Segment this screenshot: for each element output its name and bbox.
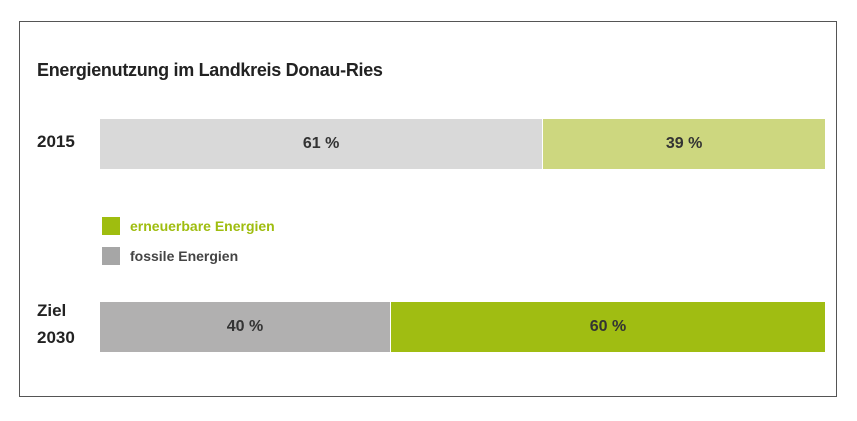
bar-segment: 40 % <box>100 302 390 352</box>
bar-segment: 39 % <box>542 119 825 169</box>
category-label: Ziel 2030 <box>37 301 75 347</box>
value-label: 61 % <box>302 135 340 152</box>
chart-frame <box>19 21 837 397</box>
legend-label: fossile Energien <box>130 248 239 264</box>
bar-segment: 60 % <box>390 302 825 352</box>
value-label: 60 % <box>589 318 627 335</box>
chart-title: Energienutzung im Landkreis Donau-Ries <box>37 60 383 80</box>
legend-swatch <box>102 217 120 235</box>
value-label: 39 % <box>665 135 703 152</box>
legend-label: erneuerbare Energien <box>130 218 275 234</box>
value-label: 40 % <box>226 318 264 335</box>
category-label: 2015 <box>37 132 75 151</box>
legend-swatch <box>102 247 120 265</box>
bar-segment: 61 % <box>100 119 543 169</box>
